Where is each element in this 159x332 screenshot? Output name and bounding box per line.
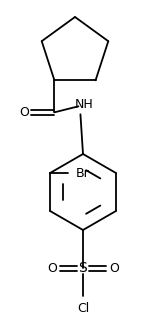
Text: O: O [47, 262, 57, 275]
Text: Br: Br [76, 167, 90, 180]
Text: O: O [109, 262, 119, 275]
Text: NH: NH [75, 98, 94, 111]
Text: Cl: Cl [77, 301, 89, 314]
Text: S: S [79, 261, 87, 275]
Text: O: O [20, 106, 29, 119]
